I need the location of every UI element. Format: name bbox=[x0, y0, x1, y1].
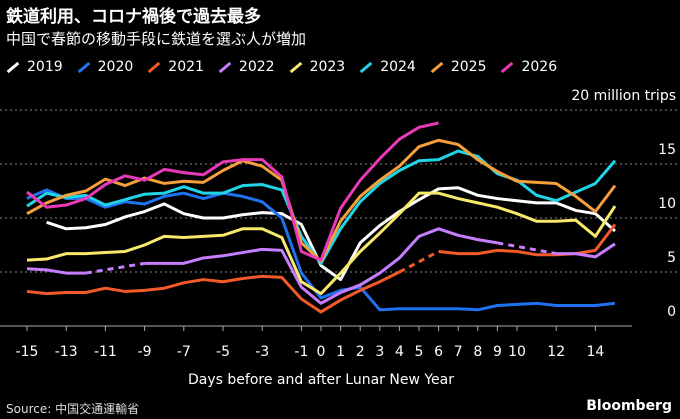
series-2023 bbox=[26, 191, 617, 296]
legend-item-2024: 2024 bbox=[359, 59, 416, 75]
y-tick-label: 15 bbox=[658, 142, 676, 158]
x-tick-label: 10 bbox=[508, 344, 526, 360]
legend-label: 2025 bbox=[450, 59, 487, 75]
x-tick-label: -3 bbox=[255, 344, 269, 360]
x-tick-label: -13 bbox=[55, 344, 78, 360]
legend-item-2019: 2019 bbox=[6, 59, 63, 75]
series-line-2023 bbox=[26, 191, 617, 296]
chart-subtitle: 中国で春節の移動手段に鉄道を選ぶ人が増加 bbox=[6, 30, 307, 48]
bloomberg-logo: Bloomberg bbox=[586, 398, 672, 414]
series-2022 bbox=[26, 227, 616, 305]
legend-label: 2021 bbox=[168, 59, 204, 75]
source-note: Source: 中国交通運輸省 bbox=[6, 402, 140, 416]
series-gap-2022 bbox=[85, 261, 145, 275]
x-tick-label: 4 bbox=[395, 344, 404, 360]
legend-label: 2023 bbox=[309, 59, 346, 75]
x-tick-label: 9 bbox=[493, 344, 502, 360]
x-tick-label: -5 bbox=[216, 344, 230, 360]
y-axis-label: 20 million trips bbox=[571, 88, 676, 104]
x-tick-label: 12 bbox=[547, 344, 565, 360]
legend-item-2020: 2020 bbox=[77, 59, 134, 75]
x-tick-label: 2 bbox=[356, 344, 365, 360]
legend-label: 2020 bbox=[97, 59, 134, 75]
x-tick-label: 5 bbox=[415, 344, 424, 360]
legend-label: 2019 bbox=[27, 59, 63, 75]
series-2020 bbox=[26, 188, 616, 312]
series-2026 bbox=[26, 121, 439, 262]
legend-item-2023: 2023 bbox=[289, 59, 346, 75]
series-line-2022 bbox=[556, 242, 616, 259]
x-tick-label: 0 bbox=[317, 344, 326, 360]
x-tick-label: 6 bbox=[434, 344, 443, 360]
legend-label: 2022 bbox=[238, 59, 275, 75]
legend-item-2021: 2021 bbox=[147, 59, 204, 75]
x-axis-label: Days before and after Lunar New Year bbox=[188, 372, 454, 388]
chart-title: 鉄道利用、コロナ禍後で過去最多 bbox=[6, 7, 261, 27]
x-tick-label: -1 bbox=[294, 344, 308, 360]
x-tick-label: -7 bbox=[177, 344, 191, 360]
y-tick-label: 0 bbox=[667, 304, 676, 320]
series-line-2021 bbox=[438, 223, 617, 257]
legend-item-2022: 2022 bbox=[218, 59, 275, 75]
y-tick-label: 10 bbox=[658, 196, 676, 212]
x-tick-label: 1 bbox=[336, 344, 345, 360]
series-line-2020 bbox=[26, 188, 616, 312]
x-tick-label: 8 bbox=[473, 344, 482, 360]
series-gap-2022 bbox=[497, 241, 557, 256]
series-line-2022 bbox=[26, 267, 86, 275]
series-2019 bbox=[46, 186, 616, 282]
x-tick-label: -15 bbox=[16, 344, 39, 360]
legend-item-2026: 2026 bbox=[500, 59, 557, 75]
series-line-2019 bbox=[46, 186, 616, 282]
series-line-2021 bbox=[26, 270, 401, 314]
x-tick-label: 7 bbox=[454, 344, 463, 360]
legend: 2019 2020 2021 2022 2023 2024 2025 2026 bbox=[6, 59, 571, 75]
legend-label: 2024 bbox=[380, 59, 416, 75]
y-tick-label: 5 bbox=[667, 250, 676, 266]
series-line-2026 bbox=[26, 121, 439, 262]
series-line-2024 bbox=[26, 149, 617, 265]
legend-item-2025: 2025 bbox=[430, 59, 487, 75]
x-tick-label: 3 bbox=[375, 344, 384, 360]
series-2021 bbox=[26, 223, 617, 314]
series-gap-2021 bbox=[398, 250, 440, 274]
x-tick-label: 14 bbox=[586, 344, 604, 360]
legend-label: 2026 bbox=[521, 59, 558, 75]
x-tick-label: -9 bbox=[138, 344, 152, 360]
series-line-2022 bbox=[144, 227, 498, 305]
x-tick-label: -11 bbox=[94, 344, 117, 360]
series-2024 bbox=[26, 149, 617, 265]
